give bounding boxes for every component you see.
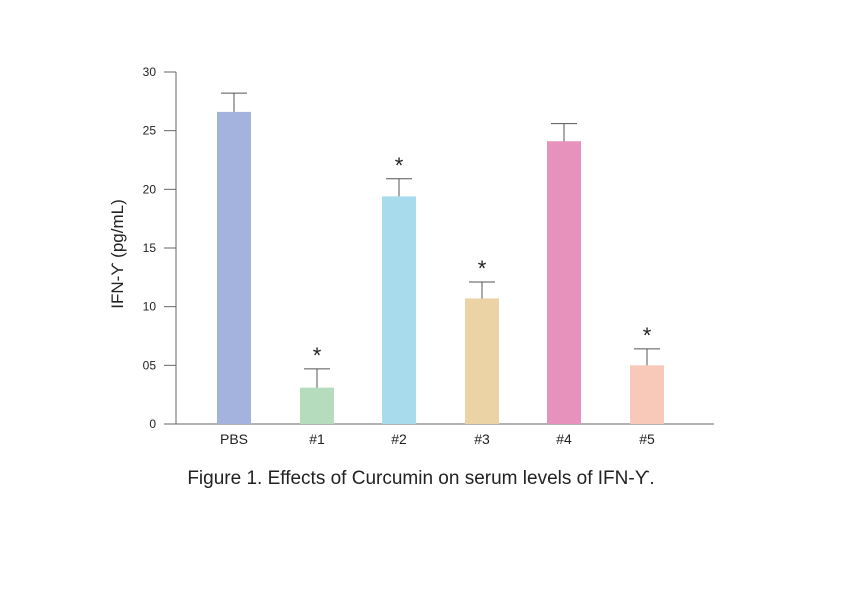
y-tick-label: 0 <box>149 417 156 431</box>
y-tick-label: 20 <box>143 182 157 196</box>
figure-caption: Figure 1. Effects of Curcumin on serum l… <box>187 468 655 489</box>
significance-marker: * <box>478 256 487 281</box>
significance-marker: * <box>643 323 652 348</box>
y-tick-label: 15 <box>143 241 157 255</box>
y-tick-label: 30 <box>143 65 157 79</box>
x-tick-label: #5 <box>639 431 655 447</box>
axes <box>164 71 714 425</box>
bar <box>217 111 251 424</box>
x-tick-label: #3 <box>474 431 490 447</box>
significance-marker: * <box>395 153 404 178</box>
significance-marker: * <box>313 343 322 368</box>
bar <box>300 387 334 424</box>
y-axis-label: IFN-ϒ (pg/mL) <box>108 199 127 308</box>
y-tick-label: 25 <box>143 124 157 138</box>
x-tick-label: #1 <box>309 431 325 447</box>
bars <box>217 92 664 424</box>
y-tick-label: 10 <box>143 300 157 314</box>
x-tick-label: PBS <box>220 431 248 447</box>
labels: 0 05 10 15 20 25 30 IFN-ϒ (pg/mL) PBS #1 * #2 * #3 * #4… <box>108 65 655 447</box>
y-tick-label: 05 <box>143 358 157 372</box>
x-tick-label: #4 <box>556 431 572 447</box>
bar <box>630 365 664 424</box>
bar <box>547 141 581 424</box>
bar <box>465 298 499 424</box>
bar <box>382 196 416 424</box>
x-tick-label: #2 <box>391 431 407 447</box>
